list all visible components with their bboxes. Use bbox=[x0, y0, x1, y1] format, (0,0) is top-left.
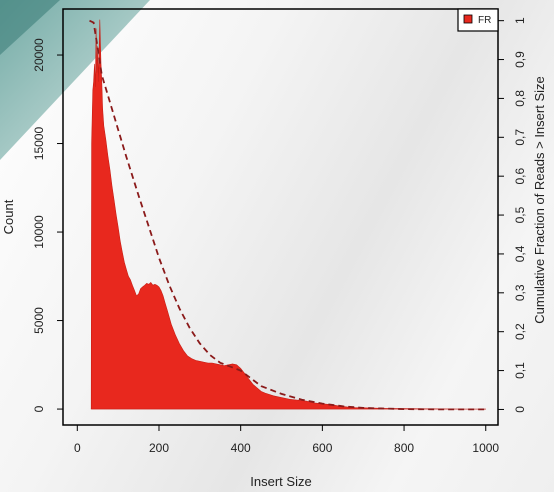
y2-tick-label: 0,6 bbox=[513, 168, 527, 185]
x-axis: 0 200 400 600 800 1000 bbox=[74, 425, 499, 455]
y2-tick-label: 0,9 bbox=[513, 51, 527, 68]
y2-tick-label: 1 bbox=[513, 17, 527, 24]
y-tick-label: 20000 bbox=[32, 38, 46, 72]
y2-axis: 0 0,1 0,2 0,3 0,4 0,5 0,6 0,7 0,8 0,9 1 bbox=[498, 17, 527, 413]
y2-tick-label: 0,2 bbox=[513, 323, 527, 340]
plot-frame bbox=[62, 8, 499, 426]
y2-tick-label: 0,3 bbox=[513, 284, 527, 301]
x-tick-label: 400 bbox=[231, 441, 251, 455]
legend-label: FR bbox=[478, 15, 491, 26]
background-decoration bbox=[0, 0, 150, 160]
y-tick-label: 0 bbox=[32, 405, 46, 412]
y2-tick-label: 0,4 bbox=[513, 245, 527, 262]
legend: FR bbox=[457, 8, 499, 32]
legend-box bbox=[457, 8, 499, 32]
histogram-layer bbox=[90, 19, 486, 410]
cumulative-line bbox=[89, 19, 486, 411]
y2-tick-label: 0,8 bbox=[513, 90, 527, 107]
y2-axis-label: Cumulative Fraction of Reads > Insert Si… bbox=[532, 76, 547, 323]
y2-tick-label: 0,1 bbox=[513, 362, 527, 379]
y-tick-label: 5000 bbox=[32, 307, 46, 334]
x-tick-label: 0 bbox=[74, 441, 81, 455]
y2-tick-label: 0,5 bbox=[513, 206, 527, 223]
cumulative-layer bbox=[89, 19, 486, 411]
x-axis-label: Insert Size bbox=[250, 474, 311, 489]
histogram-area bbox=[90, 19, 486, 410]
x-tick-label: 600 bbox=[312, 441, 332, 455]
x-tick-label: 800 bbox=[394, 441, 414, 455]
x-tick-label: 1000 bbox=[472, 441, 499, 455]
y-axis: 0 5000 10000 15000 20000 bbox=[32, 38, 63, 412]
y-tick-label: 10000 bbox=[32, 215, 46, 249]
x-tick-label: 200 bbox=[149, 441, 169, 455]
background-decoration-stripe bbox=[0, 0, 60, 55]
y-tick-label: 15000 bbox=[32, 127, 46, 161]
y2-tick-label: 0,7 bbox=[513, 129, 527, 146]
legend-swatch bbox=[463, 14, 473, 24]
y2-tick-label: 0 bbox=[513, 406, 527, 413]
y-axis-label: Count bbox=[1, 199, 16, 234]
